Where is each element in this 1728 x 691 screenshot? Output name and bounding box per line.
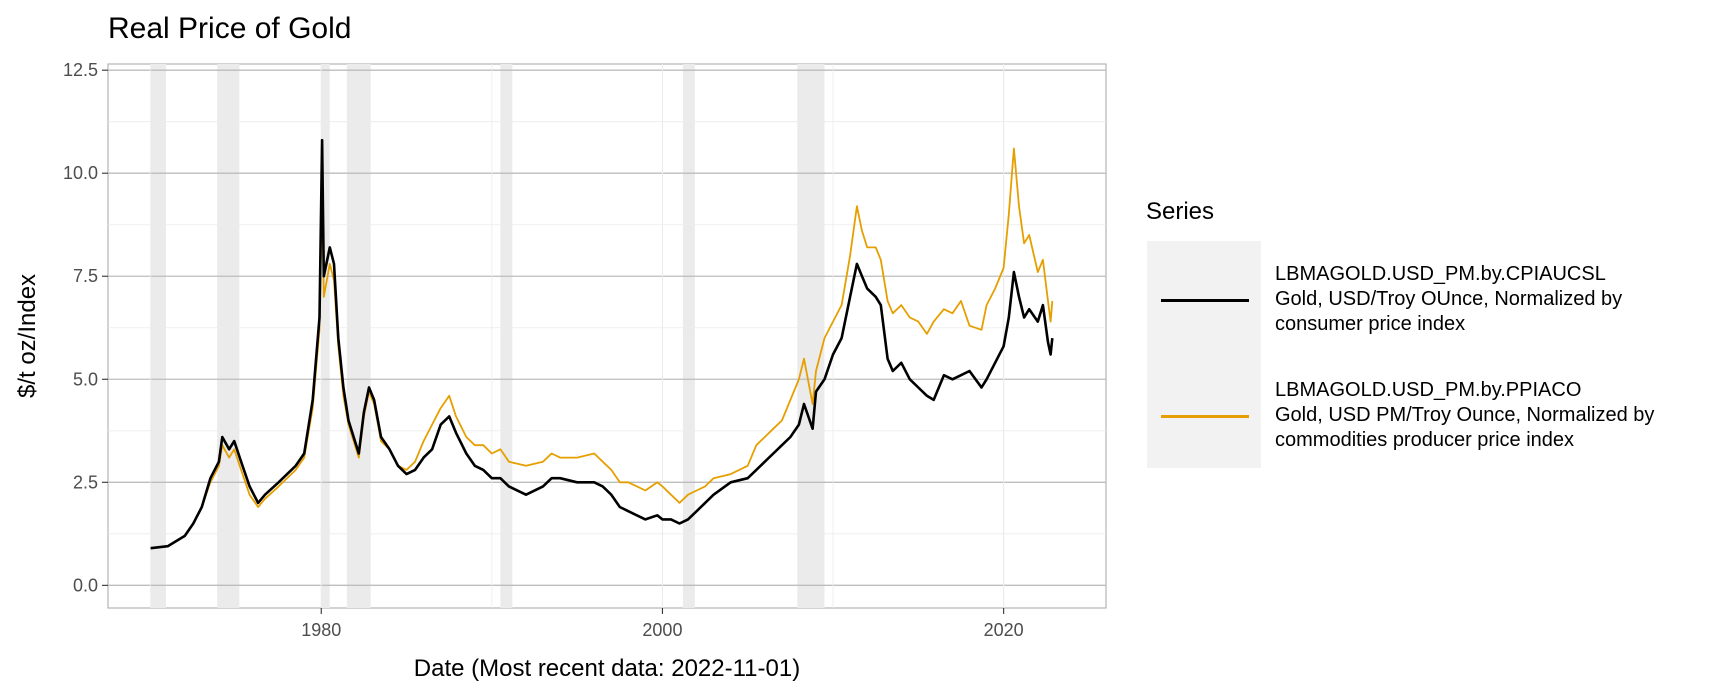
recession-band [797, 64, 825, 608]
legend-label-line: consumer price index [1275, 313, 1466, 335]
x-tick-label: 2000 [642, 620, 682, 640]
legend-label-line: commodities producer price index [1275, 429, 1575, 451]
recession-band [150, 64, 167, 608]
legend-title: Series [1146, 198, 1215, 225]
x-tick-label: 2020 [984, 620, 1024, 640]
recession-band [682, 64, 695, 608]
y-tick-label: 10.0 [63, 163, 98, 183]
legend-label-line: Gold, USD/Troy OUnce, Normalized by [1275, 288, 1623, 310]
recession-band [217, 64, 240, 608]
legend-swatch-ppi [1161, 415, 1249, 418]
y-tick-label: 5.0 [73, 369, 98, 389]
x-axis: 1980 2000 2020 [301, 608, 1024, 640]
plot-panel [107, 63, 1107, 609]
series-lines [150, 138, 1054, 550]
legend-swatch-cpi [1161, 299, 1249, 302]
y-axis: 0.0 2.5 5.0 7.5 10.0 12.5 [63, 60, 108, 595]
y-tick-label: 7.5 [73, 266, 98, 286]
recession-band [500, 64, 513, 608]
y-tick-label: 12.5 [63, 60, 98, 80]
recession-bands [150, 64, 825, 608]
y-axis-title: $/t oz/Index [14, 274, 41, 398]
series-line-0 [150, 138, 1054, 550]
legend: Series [1143, 198, 1703, 236]
legend-key-background [1147, 241, 1261, 468]
legend-label-cpi: LBMAGOLD.USD_PM.by.CPIAUCSL Gold, USD/Tr… [1275, 262, 1715, 337]
legend-label-line: LBMAGOLD.USD_PM.by.PPIACO [1275, 379, 1582, 401]
chart-title: Real Price of Gold [108, 12, 352, 45]
y-tick-label: 0.0 [73, 575, 98, 595]
gridlines [108, 64, 1106, 608]
x-axis-title: Date (Most recent data: 2022-11-01) [414, 655, 800, 682]
y-tick-label: 2.5 [73, 472, 98, 492]
recession-band [321, 64, 330, 608]
legend-label-ppi: LBMAGOLD.USD_PM.by.PPIACO Gold, USD PM/T… [1275, 378, 1715, 453]
legend-label-line: LBMAGOLD.USD_PM.by.CPIAUCSL [1275, 263, 1606, 285]
x-tick-label: 1980 [301, 620, 341, 640]
recession-band [346, 64, 371, 608]
legend-label-line: Gold, USD PM/Troy Ounce, Normalized by [1275, 404, 1655, 426]
